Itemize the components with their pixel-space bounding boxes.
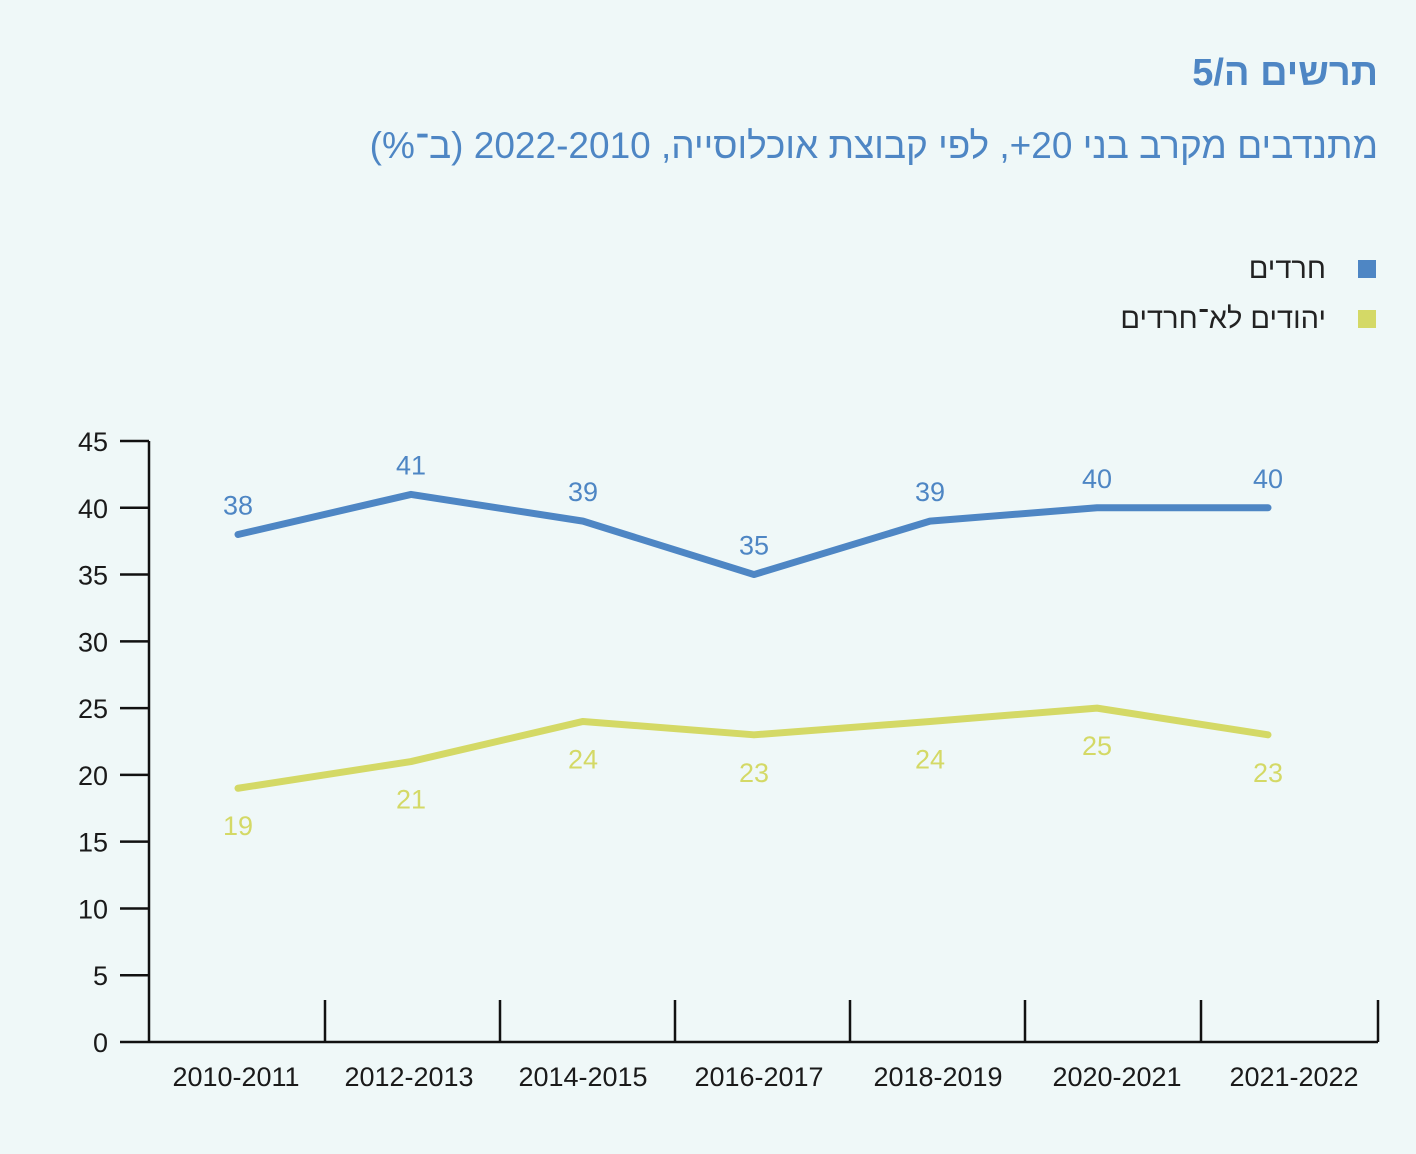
data-label: 23 [739,758,769,788]
legend-item-haredim: חרדים [1120,244,1376,294]
y-tick-label: 10 [78,894,108,924]
data-label: 23 [1253,758,1283,788]
x-tick-label: 2012-2013 [344,1062,473,1092]
data-label: 38 [223,490,253,520]
legend-swatch-non-haredim [1358,310,1376,328]
data-label: 19 [223,811,253,841]
x-tick-label: 2018-2019 [873,1062,1002,1092]
legend-label-non-haredim: יהודים לא־חרדים [1120,302,1326,335]
series-line-non-haredim [234,704,1272,792]
x-tick-label: 2016-2017 [694,1062,823,1092]
x-tick-label: 2021-2022 [1229,1062,1358,1092]
data-label: 24 [568,744,598,774]
data-label: 24 [915,744,945,774]
data-label: 40 [1253,464,1283,494]
data-label: 21 [396,785,426,815]
legend-item-non-haredim: יהודים לא־חרדים [1120,294,1376,344]
legend-swatch-haredim [1358,260,1376,278]
data-label: 41 [396,450,426,480]
data-label: 40 [1082,464,1112,494]
x-tick-label: 2010-2011 [172,1062,299,1092]
x-tick-label: 2014-2015 [518,1062,647,1092]
data-label: 39 [915,477,945,507]
y-tick-label: 45 [78,427,108,457]
y-tick-label: 40 [78,494,108,524]
series-line-haredim [234,490,1272,579]
x-tick-label: 2020-2021 [1052,1062,1181,1092]
data-label: 25 [1082,731,1112,761]
y-tick-label: 25 [78,694,108,724]
data-label: 35 [739,531,769,561]
y-tick-label: 5 [93,961,108,991]
y-tick-label: 35 [78,561,108,591]
chart-subtitle: מתנדבים מקרב בני 20+, לפי קבוצת אוכלוסיי… [369,125,1378,166]
y-tick-label: 30 [78,627,108,657]
y-tick-label: 0 [93,1028,108,1058]
chart-title: תרשים ה/5 [1192,52,1378,94]
legend-label-haredim: חרדים [1248,252,1326,285]
legend: חרדים יהודים לא־חרדים [1120,244,1376,344]
y-tick-label: 20 [78,761,108,791]
y-tick-label: 15 [78,828,108,858]
data-label: 39 [568,477,598,507]
